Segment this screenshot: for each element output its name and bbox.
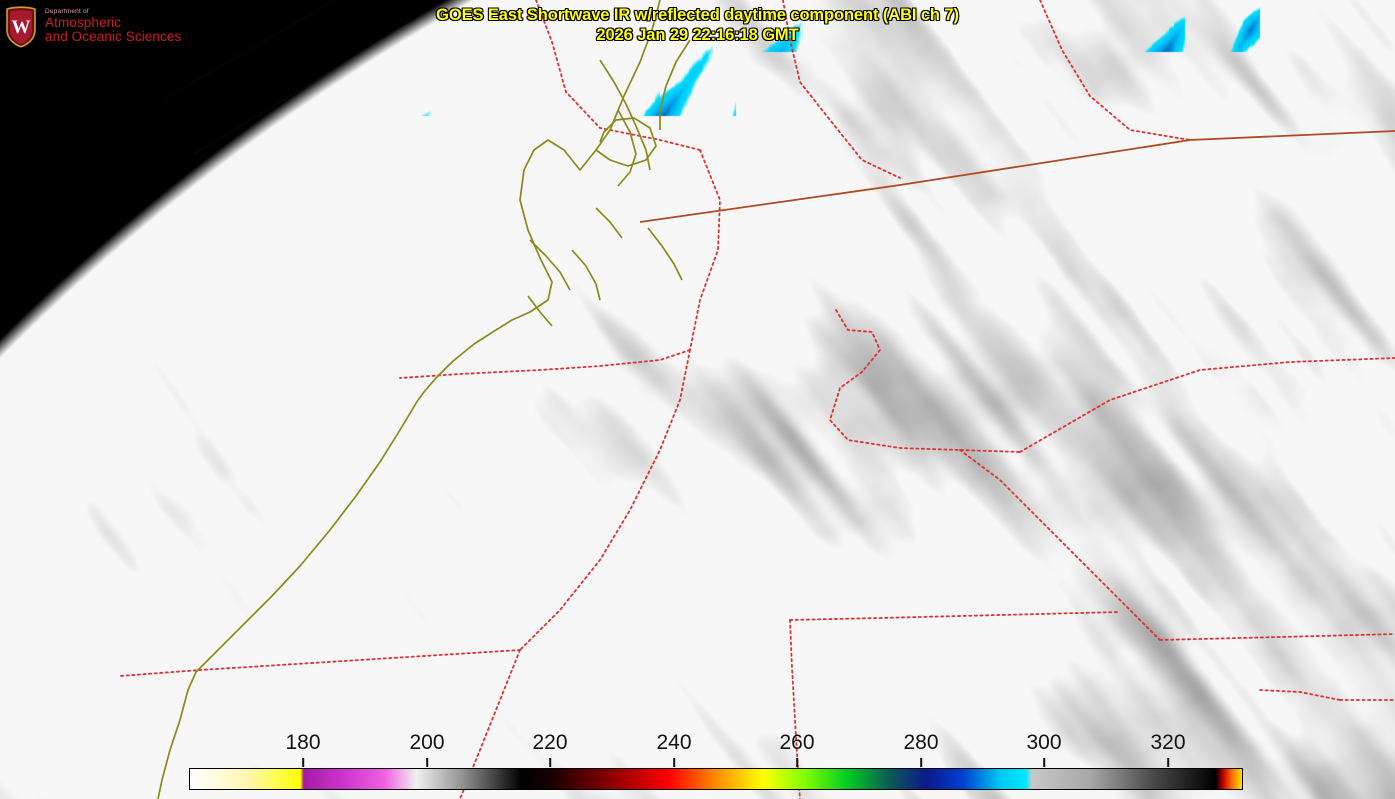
colorbar-tick-label: 260 — [779, 731, 815, 754]
colorbar-tick-label: 280 — [903, 731, 939, 754]
colorbar-tick-mark — [920, 758, 922, 767]
colorbar-tick-label: 300 — [1026, 731, 1062, 754]
colorbar-tick-labels: 180 200 220 240 260 280 300 320 — [0, 730, 1395, 758]
colorbar-group: 180 200 220 240 260 280 300 320 — [0, 730, 1395, 799]
colorbar-tick-mark — [673, 758, 675, 767]
colorbar-tick-mark — [1167, 758, 1169, 767]
colorbar-tick-label: 220 — [532, 731, 568, 754]
uw-aos-branding: W Department of Atmospheric and Oceanic … — [0, 0, 200, 50]
colorbar-tick-mark — [1043, 758, 1045, 767]
colorbar-tick-mark — [302, 758, 304, 767]
colorbar-tick-mark — [549, 758, 551, 767]
svg-text:W: W — [12, 17, 31, 38]
colorbar-tick-label: 200 — [409, 731, 445, 754]
colorbar-tick-mark — [426, 758, 428, 767]
colorbar-tick-mark — [796, 758, 798, 767]
colorbar-tick-label: 320 — [1150, 731, 1186, 754]
brand-department-label: Department of — [45, 8, 89, 16]
uw-crest-icon: W — [6, 5, 36, 48]
brand-line-1: Atmospheric — [45, 15, 122, 31]
colorbar[interactable] — [189, 768, 1243, 790]
colorbar-gradient — [190, 769, 1242, 789]
colorbar-tick-label: 240 — [656, 731, 692, 754]
colorbar-tick-label: 180 — [285, 731, 321, 754]
brand-line-2: and Oceanic Sciences — [45, 28, 182, 44]
